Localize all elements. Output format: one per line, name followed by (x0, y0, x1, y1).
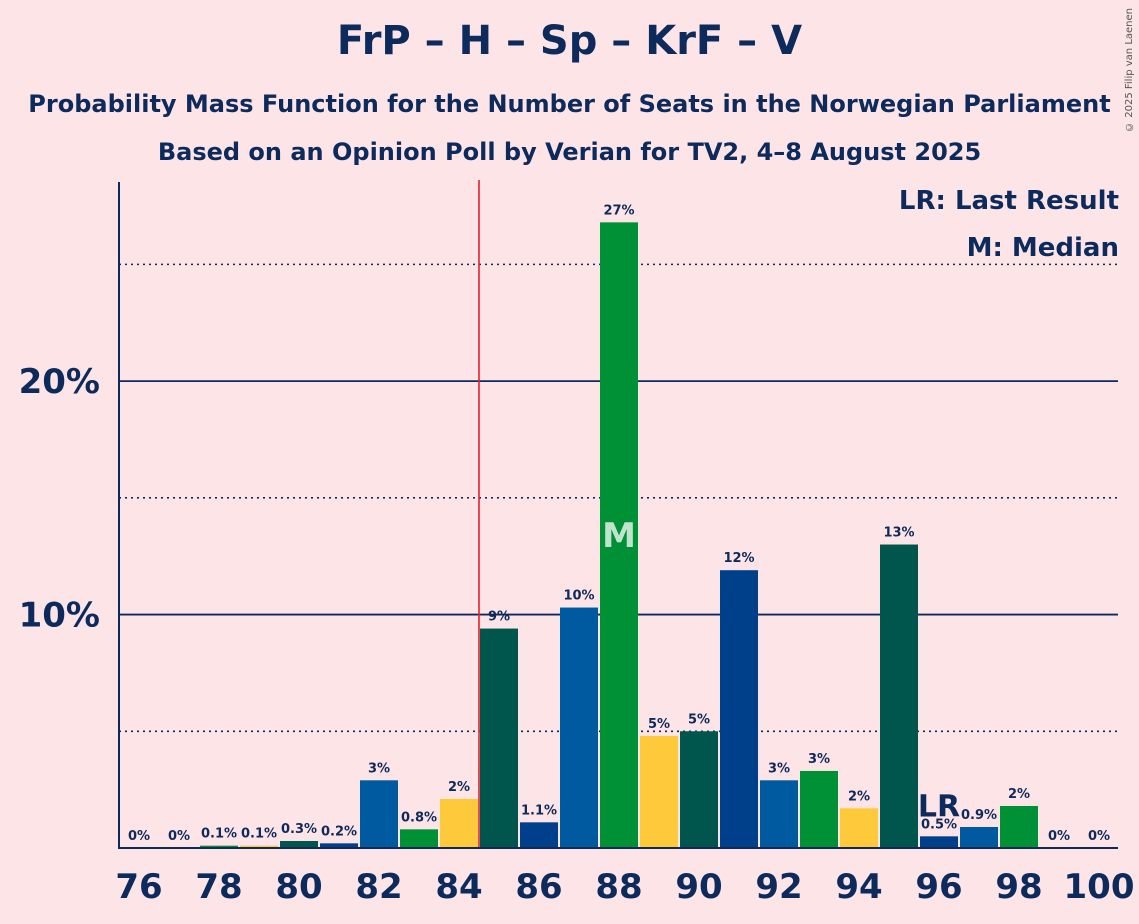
bar-value-label: 3% (808, 752, 830, 767)
bar-seat-96 (920, 836, 958, 848)
bar-value-label: 0% (168, 829, 190, 844)
bar-seat-86 (520, 822, 558, 848)
bar-value-label: 1.1% (521, 803, 557, 818)
x-tick-label: 94 (835, 867, 882, 907)
bar-value-label: 0.5% (921, 817, 957, 832)
bar-value-label: 13% (883, 526, 914, 541)
y-tick-label: 10% (19, 596, 100, 636)
bar-value-label: 3% (368, 761, 390, 776)
bar-seat-92 (760, 780, 798, 848)
bar-value-label: 5% (688, 712, 710, 727)
bar-seat-98 (1000, 805, 1038, 848)
x-tick-label: 96 (915, 867, 962, 907)
x-tick-label: 84 (435, 867, 482, 907)
legend-last-result: LR: Last Result (898, 186, 1119, 216)
bar-seat-84 (440, 798, 478, 848)
bar-seat-81 (320, 843, 358, 848)
bar-value-label: 0.3% (281, 822, 317, 837)
x-tick-label: 90 (675, 867, 722, 907)
bar-value-label: 10% (563, 589, 594, 604)
bar-value-label: 0% (1048, 829, 1070, 844)
x-tick-label: 78 (195, 867, 242, 907)
bar-seat-88 (600, 222, 638, 849)
bar-seat-93 (800, 770, 838, 848)
bar-seat-83 (400, 829, 438, 848)
x-tick-label: 100 (1064, 867, 1135, 907)
bar-value-label: 0.1% (201, 827, 237, 842)
x-tick-label: 82 (355, 867, 402, 907)
x-tick-label: 88 (595, 867, 642, 907)
bar-seat-97 (960, 826, 998, 848)
x-tick-label: 76 (115, 867, 162, 907)
last-result-marker: LR (918, 789, 960, 824)
x-tick-label: 98 (995, 867, 1042, 907)
bar-seat-87 (560, 607, 598, 848)
bar-value-label: 2% (848, 789, 870, 804)
bar-value-label: 27% (603, 203, 634, 218)
bar-value-label: 0.9% (961, 808, 997, 823)
bar-seat-95 (880, 544, 918, 848)
bar-value-label: 0% (128, 829, 150, 844)
bar-value-label: 3% (768, 761, 790, 776)
bar-value-label: 2% (1008, 787, 1030, 802)
bar-value-label: 5% (648, 717, 670, 732)
bar-seat-78 (200, 845, 238, 848)
legend-median: M: Median (966, 233, 1119, 263)
chart-title: FrP – H – Sp – KrF – V (336, 18, 803, 64)
bar-seat-91 (720, 570, 758, 848)
bar-value-label: 0.8% (401, 810, 437, 825)
median-marker: M (602, 516, 636, 556)
bar-value-label: 9% (488, 610, 510, 625)
chart-subtitle: Probability Mass Function for the Number… (28, 90, 1111, 118)
bar-value-label: 0.2% (321, 824, 357, 839)
bar-seat-85 (480, 628, 518, 848)
y-tick-label: 20% (19, 362, 100, 402)
bar-value-label: 0% (1088, 829, 1110, 844)
bar-value-label: 2% (448, 780, 470, 795)
bar-value-label: 12% (723, 551, 754, 566)
bar-seat-89 (640, 735, 678, 848)
x-tick-label: 92 (755, 867, 802, 907)
x-tick-label: 86 (515, 867, 562, 907)
bar-seat-82 (360, 780, 398, 848)
bar-seat-94 (840, 808, 878, 848)
bar-value-label: 0.1% (241, 827, 277, 842)
bar-seat-90 (680, 731, 718, 848)
chart-subtitle-source: Based on an Opinion Poll by Verian for T… (157, 138, 982, 166)
bar-seat-80 (280, 840, 318, 848)
x-tick-label: 80 (275, 867, 322, 907)
bar-seat-79 (240, 845, 278, 848)
